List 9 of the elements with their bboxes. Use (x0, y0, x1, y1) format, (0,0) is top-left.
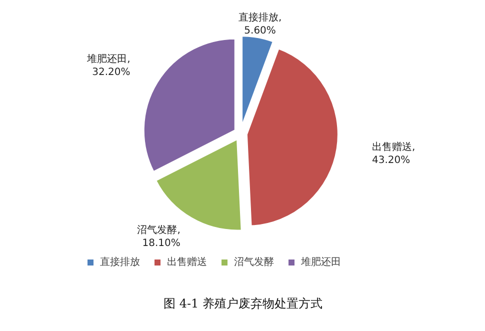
data-label: 沼气发酵, 18.10% (137, 224, 180, 250)
legend-label: 沼气发酵 (234, 256, 274, 269)
legend-label: 堆肥还田 (301, 256, 341, 269)
data-label: 直接排放, 5.60% (238, 11, 282, 37)
legend-label: 直接排放 (100, 256, 140, 269)
data-label: 出售赠送, 43.20% (372, 140, 416, 166)
caption: 图 4-1 养殖户废弃物处置方式 (164, 296, 322, 310)
data-label: 堆肥还田, 32.20% (86, 52, 130, 78)
legend-label: 出售赠送 (167, 256, 207, 269)
